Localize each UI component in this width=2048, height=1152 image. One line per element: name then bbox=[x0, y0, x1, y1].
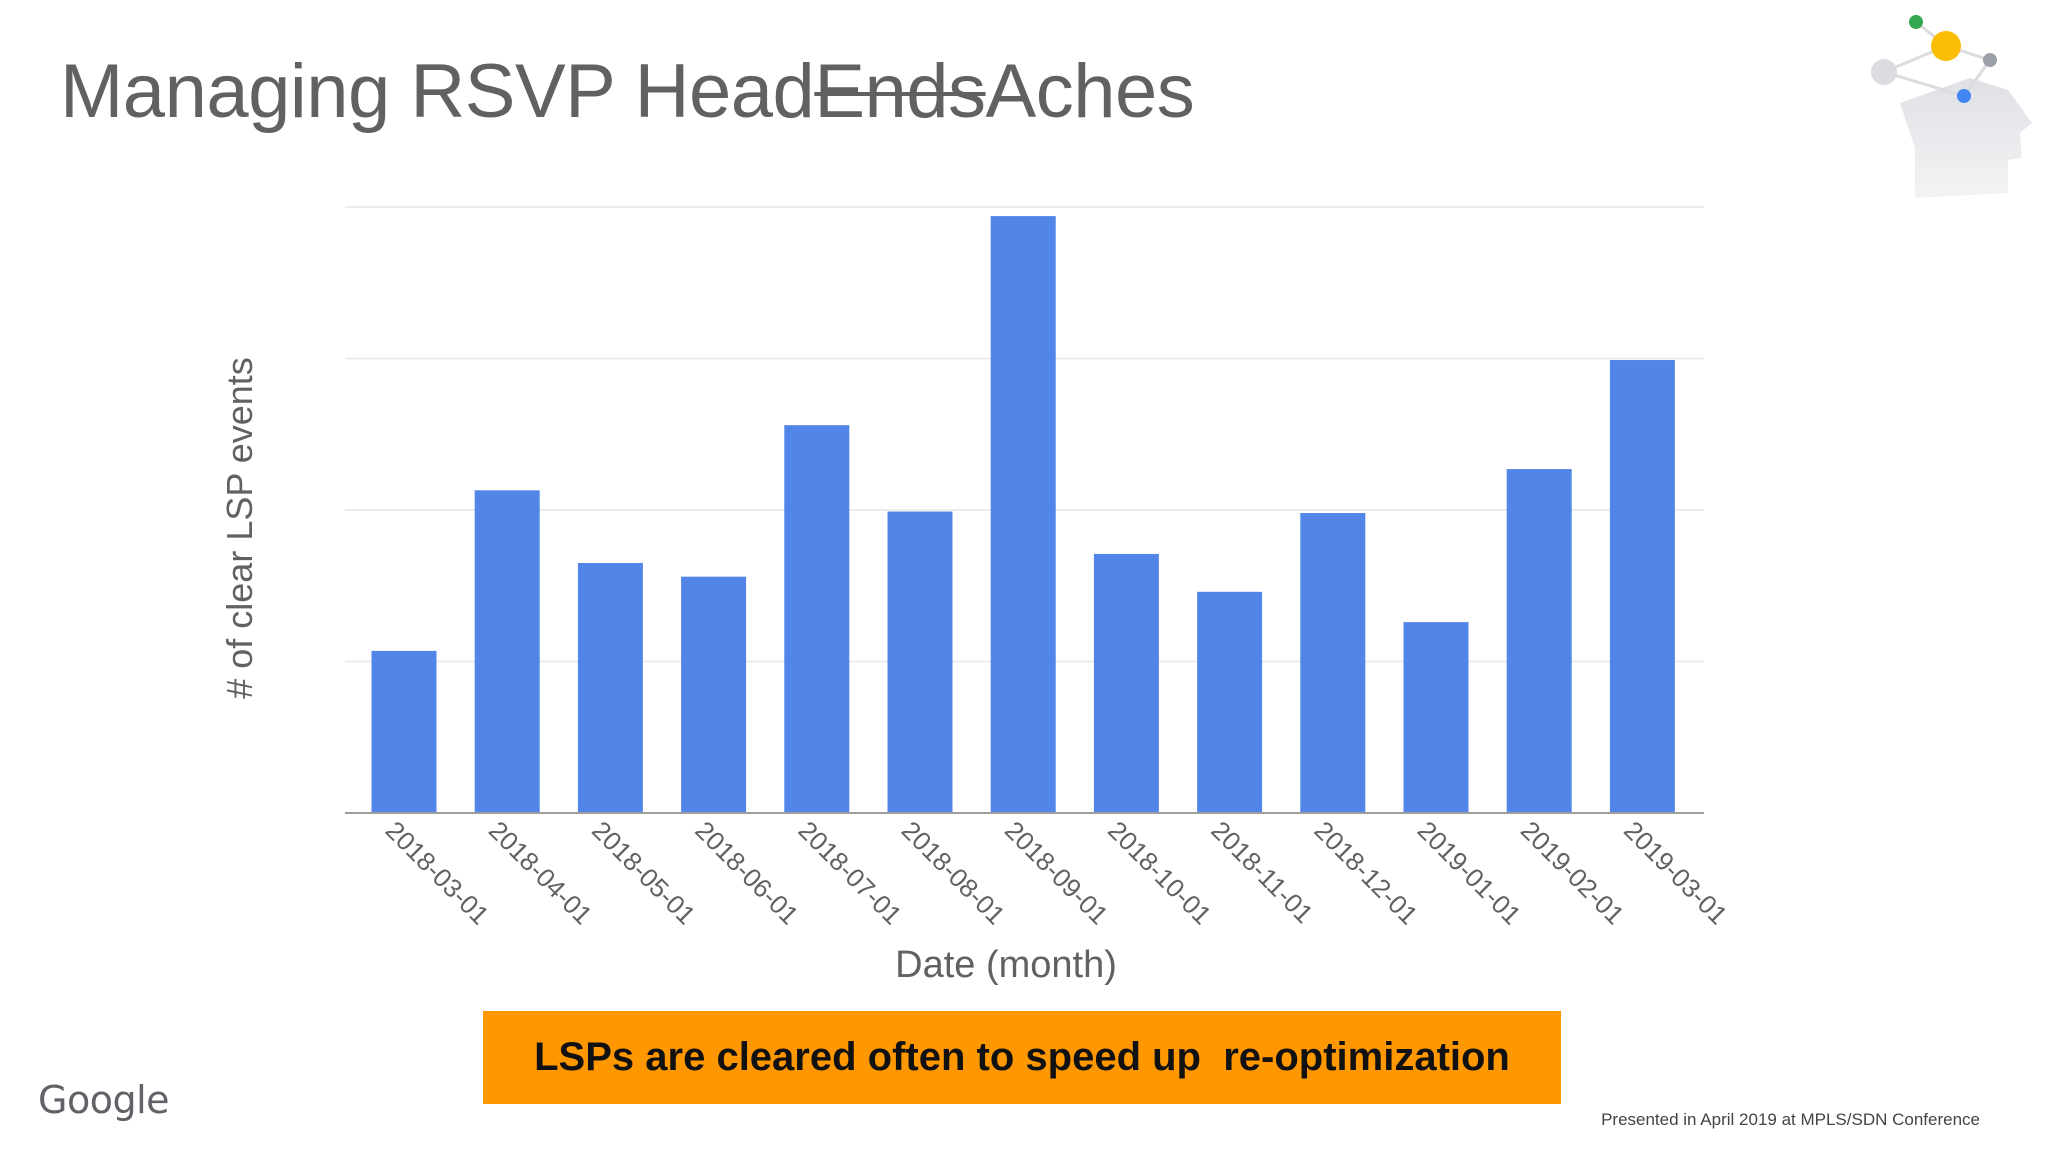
bar-2018-05-01 bbox=[577, 563, 643, 813]
bar-2018-08-01 bbox=[887, 511, 953, 813]
slide-title: Managing RSVP HeadEndsAches bbox=[60, 48, 1195, 135]
x-tick-label: 2018-04-01 bbox=[483, 815, 598, 930]
bar-2019-02-01 bbox=[1506, 469, 1572, 813]
bar-2018-12-01 bbox=[1300, 513, 1366, 813]
x-tick-label: 2018-08-01 bbox=[896, 815, 1011, 930]
title-part-2: Aches bbox=[985, 49, 1195, 134]
bar-2018-11-01 bbox=[1197, 591, 1263, 813]
bar-2019-03-01 bbox=[1609, 360, 1675, 813]
node-yellow bbox=[1931, 31, 1961, 61]
x-tick-label: 2018-10-01 bbox=[1102, 815, 1217, 930]
bar-2018-09-01 bbox=[990, 216, 1056, 814]
node-gray-large bbox=[1871, 59, 1897, 85]
node-gray-small bbox=[1983, 53, 1997, 67]
bar-2018-07-01 bbox=[784, 425, 850, 813]
bar-2018-10-01 bbox=[1093, 553, 1159, 813]
x-tick-label: 2018-03-01 bbox=[380, 815, 495, 930]
x-tick-label: 2018-07-01 bbox=[793, 815, 908, 930]
node-green bbox=[1909, 15, 1923, 29]
head-silhouette bbox=[1900, 78, 2032, 198]
x-tick-label: 2019-03-01 bbox=[1618, 815, 1733, 930]
x-tick-labels: 2018-03-012018-04-012018-05-012018-06-01… bbox=[380, 815, 1734, 930]
title-struck-word: Ends bbox=[814, 49, 986, 134]
x-tick-label: 2018-09-01 bbox=[999, 815, 1114, 930]
title-part-1: Managing RSVP Head bbox=[60, 49, 815, 134]
bar-2019-01-01 bbox=[1403, 622, 1469, 813]
bar-2018-03-01 bbox=[371, 650, 437, 813]
y-axis-label: # of clear LSP events bbox=[219, 357, 260, 699]
footer-note: Presented in April 2019 at MPLS/SDN Conf… bbox=[1601, 1110, 1980, 1129]
x-tick-label: 2019-02-01 bbox=[1515, 815, 1630, 930]
x-axis-label: Date (month) bbox=[895, 944, 1117, 986]
x-tick-label: 2018-05-01 bbox=[586, 815, 701, 930]
head-network-icon bbox=[1871, 15, 2032, 198]
x-tick-label: 2018-06-01 bbox=[689, 815, 804, 930]
node-blue bbox=[1957, 89, 1971, 103]
callout-banner: LSPs are cleared often to speed up re-op… bbox=[483, 1011, 1561, 1104]
x-tick-label: 2018-11-01 bbox=[1205, 815, 1319, 929]
bar-2018-04-01 bbox=[474, 490, 540, 813]
bars bbox=[371, 216, 1675, 814]
x-tick-label: 2018-12-01 bbox=[1309, 815, 1424, 930]
x-tick-label: 2019-01-01 bbox=[1412, 815, 1527, 930]
bar-2018-06-01 bbox=[681, 576, 747, 813]
google-logo: Google bbox=[38, 1078, 170, 1122]
